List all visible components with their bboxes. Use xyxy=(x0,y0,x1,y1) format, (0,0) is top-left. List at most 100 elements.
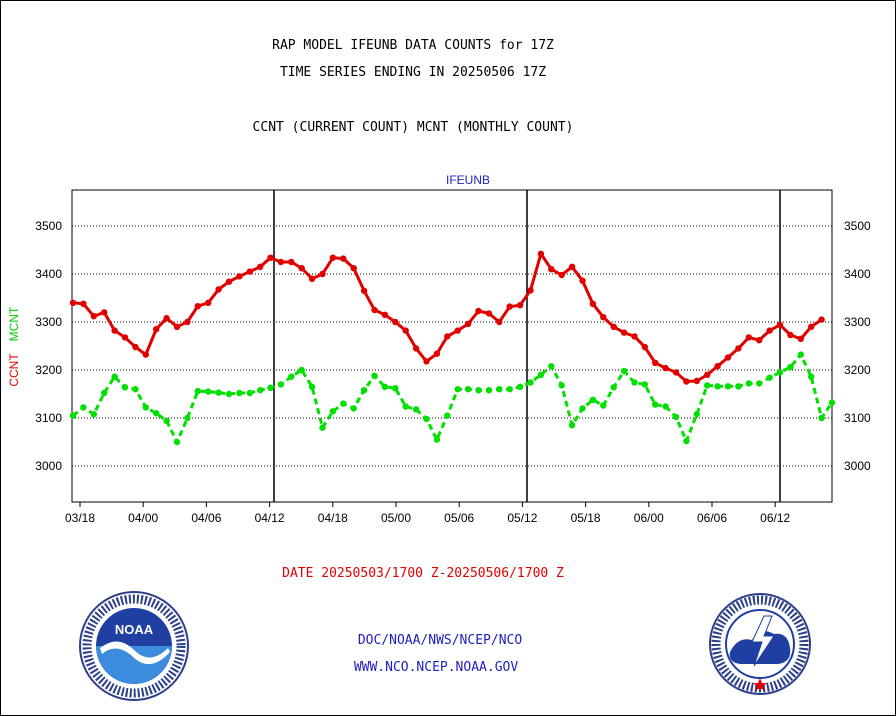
y-tick-label-right: 3500 xyxy=(844,219,871,233)
ccnt-data-point xyxy=(631,333,638,340)
ccnt-data-point xyxy=(610,323,617,330)
ccnt-data-point xyxy=(787,331,794,339)
ccnt-data-point xyxy=(153,326,160,333)
ccnt-data-point xyxy=(620,329,628,336)
ccnt-data-point xyxy=(402,327,409,334)
mcnt-data-point xyxy=(205,388,212,395)
mcnt-data-point xyxy=(672,413,680,421)
y-tick-label-left: 3400 xyxy=(35,267,62,281)
mcnt-data-point xyxy=(600,402,607,409)
mcnt-data-point xyxy=(444,412,451,419)
mcnt-data-point xyxy=(184,414,191,422)
mcnt-data-point xyxy=(828,399,836,406)
ccnt-data-point xyxy=(527,287,534,294)
y-tick-label-right: 3300 xyxy=(844,315,871,329)
ccnt-data-point xyxy=(184,318,191,326)
ccnt-data-point xyxy=(319,270,326,278)
x-tick-label: 05/00 xyxy=(381,511,411,525)
mcnt-data-point xyxy=(485,387,493,394)
mcnt-data-point xyxy=(319,424,326,431)
ccnt-data-point xyxy=(132,343,139,351)
mcnt-data-point xyxy=(714,383,721,390)
x-tick-label: 03/18 xyxy=(65,511,95,525)
ccnt-data-point xyxy=(80,300,87,307)
website-link[interactable]: WWW.NCO.NCEP.NOAA.GOV xyxy=(353,660,519,675)
chart-title: IFEUNB xyxy=(446,173,490,187)
ccnt-data-point xyxy=(537,250,545,257)
ccnt-data-point xyxy=(371,306,378,314)
y-tick-label-left: 3100 xyxy=(35,411,62,425)
mcnt-data-point xyxy=(652,401,659,408)
y-tick-label-left: 3000 xyxy=(35,459,62,473)
ccnt-data-point xyxy=(423,358,430,365)
x-tick-label: 04/00 xyxy=(128,511,158,525)
ccnt-data-point xyxy=(548,266,555,273)
mcnt-data-point xyxy=(589,396,597,403)
mcnt-data-point xyxy=(693,411,700,418)
mcnt-data-point xyxy=(163,417,170,425)
ccnt-data-point xyxy=(485,310,493,317)
ccnt-data-point xyxy=(506,303,513,310)
ccnt-data-point xyxy=(205,299,212,306)
mcnt-data-point xyxy=(329,408,337,415)
mcnt-data-point xyxy=(142,404,149,411)
mcnt-data-point xyxy=(516,383,524,390)
ccnt-data-point xyxy=(142,351,149,358)
ccnt-data-point xyxy=(194,303,201,310)
x-tick-label: 04/06 xyxy=(191,511,221,525)
y-tick-label-left: 3200 xyxy=(35,363,62,377)
ccnt-data-point xyxy=(90,313,98,320)
mcnt-data-point xyxy=(257,387,264,394)
mcnt-data-point xyxy=(360,387,368,394)
mcnt-data-point xyxy=(776,369,784,376)
ccnt-data-point xyxy=(360,287,368,294)
ccnt-data-point xyxy=(444,333,451,340)
ccnt-data-point xyxy=(818,316,825,323)
mcnt-data-point xyxy=(610,384,617,391)
mcnt-data-point xyxy=(620,367,628,375)
ccnt-data-point xyxy=(350,265,357,272)
ccnt-data-point xyxy=(246,268,253,275)
ccnt-data-point xyxy=(579,277,586,284)
ccnt-data-point xyxy=(308,275,316,282)
mcnt-data-point xyxy=(111,373,118,380)
mcnt-data-point xyxy=(402,403,409,410)
ccnt-data-point xyxy=(69,299,77,306)
mcnt-data-point xyxy=(704,382,711,389)
mcnt-data-point xyxy=(683,437,690,445)
mcnt-data-point xyxy=(527,379,534,386)
mcnt-data-point xyxy=(101,389,108,397)
mcnt-data-point xyxy=(464,386,472,393)
mcnt-data-point xyxy=(579,405,586,412)
mcnt-data-point xyxy=(423,415,430,423)
mcnt-data-point xyxy=(392,385,399,392)
ccnt-data-point xyxy=(766,327,773,334)
y-tick-label-left: 3500 xyxy=(35,219,62,233)
mcnt-data-point xyxy=(808,373,815,380)
ccnt-data-point xyxy=(412,345,420,352)
ccnt-data-point xyxy=(381,311,389,318)
ccnt-data-point xyxy=(475,307,482,315)
ccnt-data-point xyxy=(704,371,711,378)
y-axis-label-mcnt: MCNT xyxy=(7,306,21,341)
mcnt-data-point xyxy=(194,387,201,395)
mcnt-data-point xyxy=(506,386,513,393)
ccnt-data-point xyxy=(277,258,285,266)
x-tick-label: 05/12 xyxy=(507,511,537,525)
date-range-label: DATE 20250503/1700 Z-20250506/1700 Z xyxy=(282,566,564,581)
mcnt-data-point xyxy=(173,438,181,446)
ccnt-data-point xyxy=(714,363,721,370)
ccnt-data-point xyxy=(600,314,607,321)
ccnt-data-point xyxy=(173,323,181,330)
ccnt-data-point xyxy=(568,263,576,270)
ccnt-data-point xyxy=(724,354,732,361)
ccnt-data-point xyxy=(558,271,565,279)
mcnt-data-point xyxy=(267,384,274,391)
mcnt-data-point xyxy=(371,372,378,379)
ccnt-data-point xyxy=(516,302,524,309)
mcnt-data-point xyxy=(69,412,77,419)
ccnt-data-point xyxy=(776,321,784,329)
y-tick-label-right: 3400 xyxy=(844,267,871,281)
ccnt-data-point xyxy=(652,359,659,366)
mcnt-data-point xyxy=(797,351,804,358)
